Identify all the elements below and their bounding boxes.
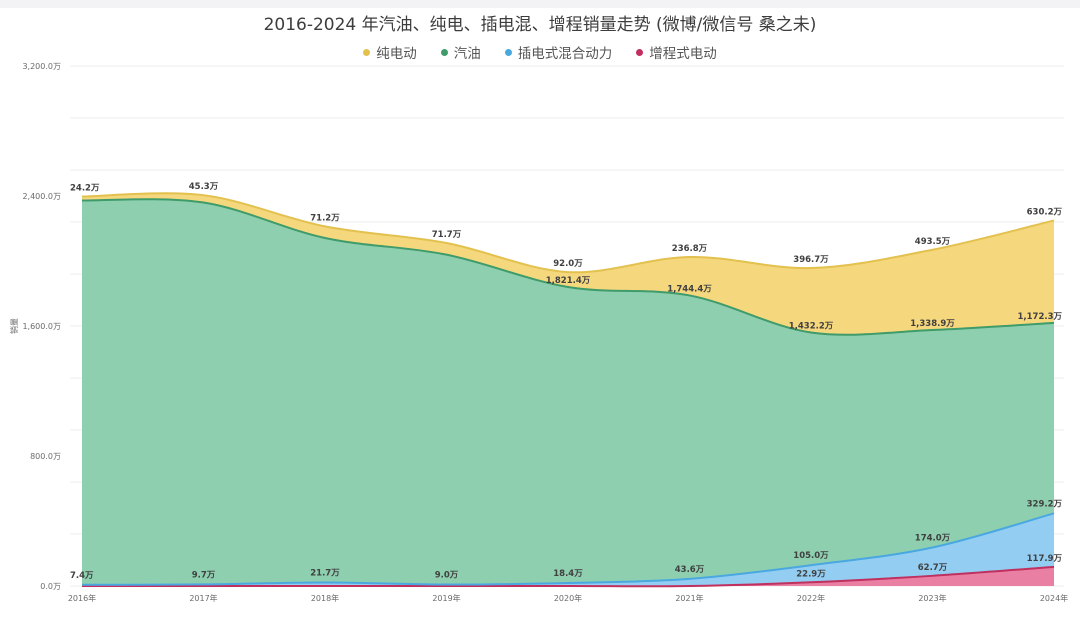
legend-label-gasoline: 汽油 bbox=[453, 46, 481, 62]
data-label-phev: 9.7万 bbox=[192, 570, 216, 580]
x-tick-label: 2019年 bbox=[432, 593, 460, 603]
data-label-gasoline: 1,432.2万 bbox=[789, 321, 834, 331]
data-labels: 22.9万 62.7万 117.9万 7.4万 9.7万 21.7万 9.0万 18.4万 43… bbox=[70, 182, 1062, 581]
y-tick-label: 800.0万 bbox=[30, 452, 61, 461]
data-label-bev: 493.5万 bbox=[915, 237, 951, 247]
line-erev bbox=[81, 565, 1055, 588]
data-label-bev: 396.7万 bbox=[793, 255, 829, 265]
data-label-phev: 9.0万 bbox=[435, 571, 459, 581]
data-label-erev: 62.7万 bbox=[918, 563, 948, 573]
data-label-bev: 92.0万 bbox=[553, 259, 583, 269]
line-bev bbox=[81, 192, 1055, 274]
area-series bbox=[82, 193, 1054, 587]
y-axis: 0.0万 800.0万 1,600.0万 2,400.0万 3,200.0万 bbox=[22, 62, 61, 591]
data-label-bev: 630.2万 bbox=[1027, 207, 1063, 217]
y-axis-label: 销量 bbox=[9, 318, 19, 334]
legend-dot-bev bbox=[363, 48, 371, 56]
data-label-gasoline: 1,172.3万 bbox=[1017, 312, 1062, 322]
legend-dot-phev bbox=[504, 48, 512, 56]
y-tick-label: 2,400.0万 bbox=[22, 192, 61, 201]
series-lines bbox=[81, 192, 1055, 588]
data-label-phev: 105.0万 bbox=[793, 551, 829, 561]
legend-item-gasoline[interactable]: 汽油 bbox=[440, 42, 481, 62]
y-tick-label: 3,200.0万 bbox=[22, 62, 61, 71]
area-phev bbox=[82, 513, 1054, 587]
x-tick-label: 2017年 bbox=[189, 593, 217, 603]
data-label-gasoline: 1,338.9万 bbox=[910, 319, 955, 329]
data-label-erev: 117.9万 bbox=[1027, 554, 1063, 564]
window-top-bar bbox=[0, 0, 1080, 8]
legend-item-erev[interactable]: 增程式电动 bbox=[636, 42, 717, 62]
legend-item-bev[interactable]: 纯电动 bbox=[363, 42, 417, 62]
data-label-bev: 24.2万 bbox=[70, 184, 100, 194]
line-gasoline bbox=[81, 198, 1055, 336]
x-tick-label: 2018年 bbox=[311, 593, 339, 603]
y-tick-label: 1,600.0万 bbox=[22, 322, 61, 331]
data-label-bev: 71.2万 bbox=[310, 213, 340, 223]
x-axis: 2016年 2017年 2018年 2019年 2020年 2021年 2022年 2023年… bbox=[68, 593, 1068, 603]
data-label-phev: 329.2万 bbox=[1027, 499, 1063, 509]
data-label-bev: 236.8万 bbox=[672, 244, 708, 254]
data-label-phev: 21.7万 bbox=[310, 568, 340, 578]
legend-label-erev: 增程式电动 bbox=[649, 46, 717, 62]
area-bev bbox=[82, 193, 1054, 335]
area-gasoline bbox=[82, 199, 1054, 585]
legend-dot-gasoline bbox=[440, 48, 448, 56]
data-label-phev: 43.6万 bbox=[675, 565, 705, 575]
data-label-bev: 71.7万 bbox=[432, 230, 462, 240]
x-tick-label: 2020年 bbox=[554, 593, 582, 603]
line-phev bbox=[81, 512, 1055, 586]
data-label-phev: 18.4万 bbox=[553, 569, 583, 579]
x-tick-label: 2021年 bbox=[675, 593, 703, 603]
data-label-phev: 7.4万 bbox=[70, 571, 94, 581]
data-label-gasoline: 1,744.4万 bbox=[667, 284, 712, 294]
x-tick-label: 2024年 bbox=[1040, 593, 1068, 603]
data-label-gasoline: 1,821.4万 bbox=[546, 276, 591, 286]
legend-label-phev: 插电式混合动力 bbox=[517, 46, 613, 62]
chart-legend: 纯电动 汽油 插电式混合动力 增程式电动 bbox=[0, 42, 1080, 62]
area-erev bbox=[82, 566, 1054, 587]
y-tick-label: 0.0万 bbox=[40, 582, 61, 591]
data-label-erev: 22.9万 bbox=[796, 569, 826, 579]
chart-title: 2016-2024 年汽油、纯电、插电混、增程销量走势 (微博/微信号 桑之未) bbox=[263, 15, 817, 35]
x-tick-label: 2023年 bbox=[918, 593, 946, 603]
legend-item-phev[interactable]: 插电式混合动力 bbox=[504, 42, 613, 62]
x-tick-label: 2016年 bbox=[68, 593, 96, 603]
data-label-phev: 174.0万 bbox=[915, 534, 951, 544]
x-tick-label: 2022年 bbox=[797, 593, 825, 603]
legend-label-bev: 纯电动 bbox=[376, 46, 417, 62]
data-label-bev: 45.3万 bbox=[189, 182, 219, 192]
legend-dot-erev bbox=[636, 48, 644, 56]
